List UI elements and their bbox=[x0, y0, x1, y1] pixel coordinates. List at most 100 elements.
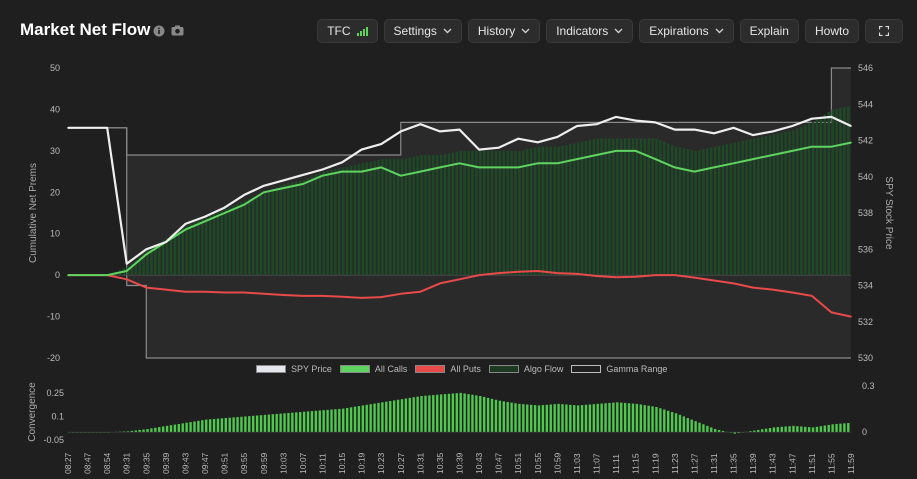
indicators-dropdown[interactable]: Indicators bbox=[546, 19, 634, 43]
algo-flow-bar bbox=[161, 240, 165, 276]
legend-spy-price[interactable]: SPY Price bbox=[256, 364, 332, 374]
algo-flow-bar bbox=[392, 159, 396, 276]
convergence-bar bbox=[674, 413, 678, 433]
algo-flow-bar bbox=[369, 161, 372, 276]
algo-flow-bar bbox=[189, 223, 192, 276]
algo-flow-bar bbox=[165, 237, 169, 276]
history-dropdown[interactable]: History bbox=[467, 19, 541, 43]
all-calls-line-point bbox=[321, 174, 324, 177]
chevron-down-icon bbox=[521, 28, 530, 34]
convergence-bar bbox=[353, 406, 357, 433]
convergence-bar bbox=[580, 405, 584, 433]
convergence-bar bbox=[612, 402, 615, 433]
signal-icon bbox=[356, 26, 368, 36]
convergence-bar bbox=[322, 410, 325, 433]
convergence-bar bbox=[839, 423, 842, 433]
algo-flow-bar bbox=[338, 168, 341, 276]
tfc-button[interactable]: TFC bbox=[317, 19, 378, 43]
settings-label: Settings bbox=[393, 24, 437, 38]
spy-price-line bbox=[68, 115, 852, 265]
convergence-bar bbox=[533, 405, 537, 433]
convergence-bar bbox=[177, 423, 181, 433]
legend-all-puts[interactable]: All Puts bbox=[415, 364, 481, 374]
algo-flow-bar bbox=[819, 116, 823, 276]
convergence-bar bbox=[678, 414, 682, 433]
settings-dropdown[interactable]: Settings bbox=[383, 19, 462, 43]
algo-flow-bar bbox=[334, 169, 337, 276]
algo-flow-bar bbox=[588, 140, 592, 276]
algo-flow-bar bbox=[815, 119, 819, 276]
spy-price-line-point bbox=[106, 127, 108, 129]
camera-icon[interactable] bbox=[171, 24, 184, 37]
convergence-bar bbox=[584, 404, 588, 433]
all-calls-line-point bbox=[791, 150, 794, 152]
convergence-bar bbox=[412, 397, 415, 433]
legend-all-calls[interactable]: All Calls bbox=[339, 364, 407, 374]
x-tick-label: 11:47 bbox=[787, 453, 797, 474]
x-tick-label: 11:15 bbox=[631, 453, 641, 474]
algo-flow-bar bbox=[737, 141, 740, 276]
convergence-bar bbox=[306, 411, 310, 433]
algo-flow-bar bbox=[154, 245, 157, 276]
all-calls-line-point bbox=[86, 274, 89, 276]
convergence-bar bbox=[416, 396, 419, 433]
algo-flow-bar bbox=[549, 146, 552, 276]
all-puts-line-point bbox=[752, 286, 754, 289]
convergence-bar bbox=[643, 405, 646, 433]
convergence-bar bbox=[459, 392, 462, 433]
convergence-bar bbox=[698, 422, 701, 433]
convergence-bar bbox=[569, 404, 572, 433]
convergence-bar bbox=[158, 427, 161, 433]
convergence-bar bbox=[392, 400, 396, 433]
x-tick-label: 10:51 bbox=[513, 452, 523, 474]
all-puts-line-point bbox=[693, 276, 696, 279]
algo-flow-bar bbox=[776, 133, 780, 276]
convergence-bar bbox=[623, 402, 627, 433]
all-calls-line-point bbox=[595, 154, 598, 156]
algo-flow-bar bbox=[749, 139, 752, 276]
convergence-bar bbox=[408, 397, 412, 433]
algo-flow-bar bbox=[400, 159, 404, 276]
expirations-dropdown[interactable]: Expirations bbox=[639, 19, 734, 43]
convergence-bar bbox=[146, 429, 149, 433]
legend-gamma-range[interactable]: Gamma Range bbox=[571, 364, 667, 374]
howto-button[interactable]: Howto bbox=[804, 19, 859, 43]
algo-flow-bar bbox=[592, 139, 596, 276]
algo-flow-bar bbox=[263, 192, 267, 276]
fullscreen-button[interactable] bbox=[865, 19, 903, 43]
convergence-bar bbox=[647, 405, 650, 433]
convergence-bar bbox=[150, 428, 153, 433]
x-tick-label: 08:47 bbox=[83, 452, 93, 474]
algo-flow-bar bbox=[643, 138, 646, 276]
algo-flow-bar bbox=[831, 109, 834, 276]
info-icon[interactable] bbox=[152, 24, 165, 37]
all-calls-line-point bbox=[830, 145, 833, 148]
algo-flow-bar bbox=[713, 146, 717, 276]
convergence-tick-label: 0.1 bbox=[51, 411, 64, 421]
algo-flow-bar bbox=[193, 222, 196, 276]
all-puts-line-point bbox=[556, 272, 559, 274]
convergence-bar bbox=[103, 432, 106, 433]
algo-flow-bar bbox=[111, 273, 114, 276]
x-tick-label: 09:55 bbox=[239, 452, 249, 474]
algo-flow-bar bbox=[353, 164, 357, 276]
x-tick-label: 11:31 bbox=[709, 453, 719, 474]
all-puts-line-point bbox=[262, 292, 265, 295]
convergence-bar bbox=[686, 418, 689, 433]
legend-algo-flow[interactable]: Algo Flow bbox=[488, 364, 563, 374]
convergence-bar bbox=[252, 415, 255, 433]
convergence-bar bbox=[498, 400, 502, 433]
all-puts-line-point bbox=[341, 295, 343, 298]
x-tick-label: 10:15 bbox=[337, 452, 347, 474]
convergence-bar bbox=[396, 399, 400, 433]
algo-flow-bar bbox=[298, 180, 302, 276]
convergence-bar bbox=[553, 404, 556, 433]
all-puts-line-point bbox=[830, 311, 833, 314]
convergence-bar bbox=[608, 402, 611, 433]
algo-flow-bar bbox=[275, 187, 278, 276]
algo-flow-bar bbox=[205, 217, 208, 276]
explain-button[interactable]: Explain bbox=[739, 19, 799, 43]
algo-flow-bar bbox=[479, 150, 482, 276]
y2-tick-label: 544 bbox=[858, 99, 873, 109]
convergence-bar bbox=[400, 399, 404, 433]
